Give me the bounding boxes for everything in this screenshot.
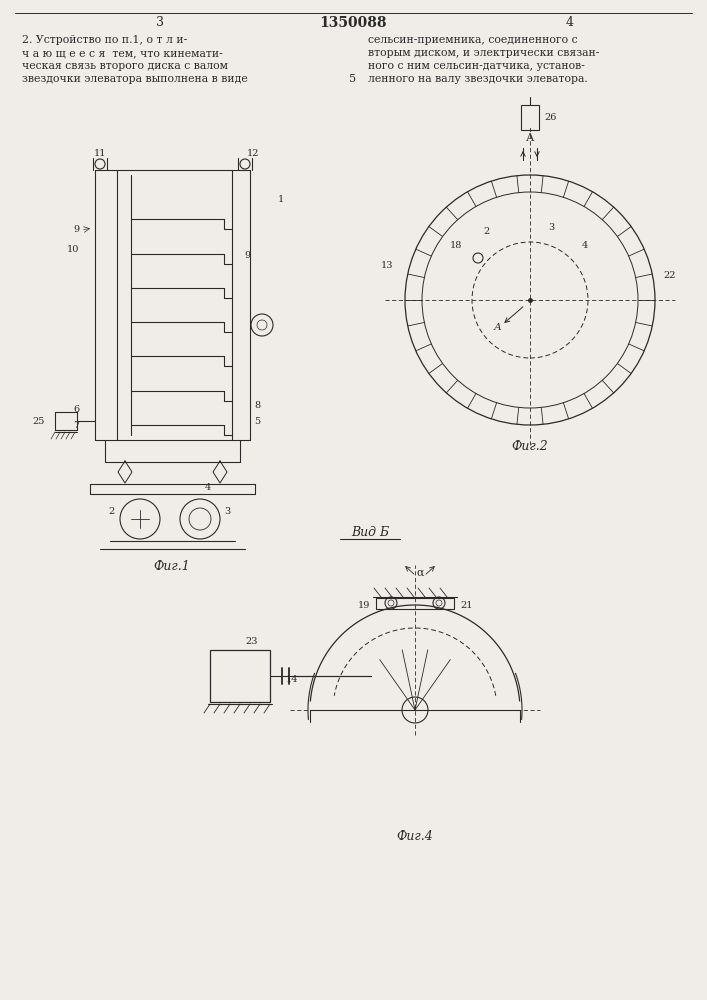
Text: 12: 12 bbox=[247, 149, 259, 158]
Text: α: α bbox=[416, 568, 423, 578]
Text: 6: 6 bbox=[73, 406, 79, 414]
Text: 4: 4 bbox=[566, 16, 574, 29]
Text: 7: 7 bbox=[73, 420, 79, 430]
Text: 3: 3 bbox=[224, 506, 230, 516]
Text: 8: 8 bbox=[254, 400, 260, 410]
Text: Фиг.4: Фиг.4 bbox=[397, 830, 433, 844]
Text: ч а ю щ е е с я  тем, что кинемати-: ч а ю щ е е с я тем, что кинемати- bbox=[22, 48, 223, 58]
Text: А: А bbox=[526, 133, 534, 143]
Text: ленного на валу звездочки элеватора.: ленного на валу звездочки элеватора. bbox=[368, 74, 588, 84]
Bar bbox=[376, 598, 454, 609]
Text: 2: 2 bbox=[109, 506, 115, 516]
Text: ного с ним сельсин-датчика, установ-: ного с ним сельсин-датчика, установ- bbox=[368, 61, 585, 71]
Text: 2. Устройство по п.1, о т л и-: 2. Устройство по п.1, о т л и- bbox=[22, 35, 187, 45]
Text: 25: 25 bbox=[33, 416, 45, 426]
Text: 26: 26 bbox=[544, 113, 556, 122]
Text: 3: 3 bbox=[156, 16, 164, 29]
Text: 1: 1 bbox=[278, 196, 284, 205]
Text: 4: 4 bbox=[582, 240, 588, 249]
Text: 5: 5 bbox=[254, 418, 260, 426]
Bar bbox=[210, 650, 270, 702]
Text: вторым диском, и электрически связан-: вторым диском, и электрически связан- bbox=[368, 48, 600, 58]
Text: 14: 14 bbox=[286, 676, 298, 684]
Text: 18: 18 bbox=[450, 240, 462, 249]
Text: 13: 13 bbox=[380, 260, 393, 269]
Bar bbox=[521, 105, 539, 130]
Text: Фиг.1: Фиг.1 bbox=[153, 560, 190, 574]
Text: 21: 21 bbox=[460, 600, 472, 609]
Text: Вид Б: Вид Б bbox=[351, 526, 389, 538]
Text: 5: 5 bbox=[349, 74, 356, 84]
Text: 9: 9 bbox=[73, 226, 79, 234]
Text: 19: 19 bbox=[358, 600, 370, 609]
Text: звездочки элеватора выполнена в виде: звездочки элеватора выполнена в виде bbox=[22, 74, 247, 84]
Text: сельсин-приемника, соединенного с: сельсин-приемника, соединенного с bbox=[368, 35, 578, 45]
Text: А: А bbox=[494, 324, 502, 332]
Text: ческая связь второго диска с валом: ческая связь второго диска с валом bbox=[22, 61, 228, 71]
Text: 1350088: 1350088 bbox=[320, 16, 387, 30]
Text: Фиг.2: Фиг.2 bbox=[512, 440, 549, 454]
Text: 10: 10 bbox=[66, 245, 79, 254]
Text: 4: 4 bbox=[205, 483, 211, 491]
Text: 3: 3 bbox=[548, 224, 554, 232]
Text: 22: 22 bbox=[663, 270, 675, 279]
Text: 23: 23 bbox=[245, 638, 257, 647]
Text: 9: 9 bbox=[244, 250, 250, 259]
Text: 2: 2 bbox=[484, 228, 490, 236]
Text: 11: 11 bbox=[94, 149, 106, 158]
